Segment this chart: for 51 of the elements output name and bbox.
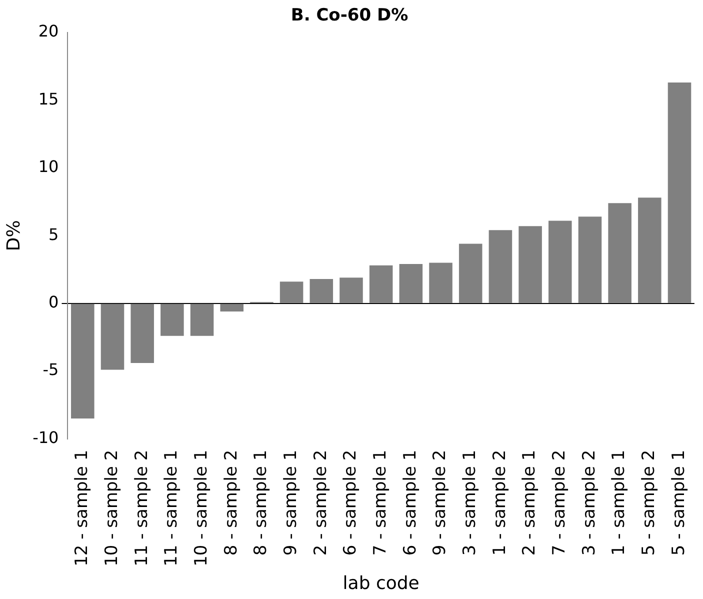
bar <box>458 244 482 303</box>
x-tick-label: 1 - sample 1 <box>609 450 630 556</box>
y-tick-label: 20 <box>38 22 59 41</box>
bar <box>280 282 304 303</box>
x-tick-label: 5 - sample 1 <box>668 450 689 556</box>
x-tick-label: 10 - sample 2 <box>102 450 122 566</box>
y-tick-label: 10 <box>38 157 59 176</box>
bar <box>100 304 124 370</box>
y-tick-label: -10 <box>32 428 59 447</box>
x-tick-label: 5 - sample 2 <box>639 450 660 556</box>
x-tick-label: 11 - sample 2 <box>132 450 152 566</box>
bar <box>310 278 334 303</box>
bar <box>190 304 214 336</box>
y-tick-label: 0 <box>48 292 59 312</box>
bar <box>399 264 423 303</box>
x-tick-label: 8 - sample 2 <box>221 450 242 556</box>
bar <box>638 198 662 303</box>
x-tick-label: 2 - sample 1 <box>520 450 540 556</box>
bar <box>340 278 363 303</box>
bar <box>160 304 184 336</box>
x-tick-label: 6 - sample 1 <box>400 450 420 556</box>
bar <box>220 304 244 312</box>
y-tick-label: 15 <box>38 89 59 108</box>
y-tick-label: 5 <box>48 224 59 244</box>
x-tick-label: 11 - sample 1 <box>162 450 182 566</box>
x-tick-label: 8 - sample 1 <box>251 450 272 556</box>
bar <box>518 226 542 303</box>
x-tick-label: 9 - sample 1 <box>280 450 301 556</box>
bar <box>429 262 452 303</box>
bar <box>578 216 602 303</box>
x-tick-label: 1 - sample 2 <box>490 450 510 556</box>
x-tick-label: 3 - sample 1 <box>460 450 480 556</box>
x-tick-label: 7 - sample 2 <box>550 450 570 556</box>
x-tick-label: 2 - sample 2 <box>310 450 331 556</box>
y-axis-title: D% <box>3 220 24 252</box>
bar <box>71 304 94 418</box>
bar <box>369 265 393 303</box>
x-tick-label: 9 - sample 2 <box>430 450 450 556</box>
y-tick-label: -5 <box>42 360 59 380</box>
x-tick-label: 7 - sample 1 <box>370 450 390 556</box>
bar <box>668 82 692 303</box>
bar <box>130 304 154 363</box>
bar <box>488 230 512 303</box>
bar <box>548 220 572 303</box>
x-tick-label: 6 - sample 2 <box>340 450 361 556</box>
x-axis-title: lab code <box>342 572 420 594</box>
x-tick-label: 12 - sample 1 <box>72 450 92 566</box>
x-tick-label: 3 - sample 2 <box>579 450 600 556</box>
bar <box>608 203 632 303</box>
chart-title: B. Co-60 D% <box>290 6 408 26</box>
x-tick-label: 10 - sample 1 <box>191 450 212 566</box>
